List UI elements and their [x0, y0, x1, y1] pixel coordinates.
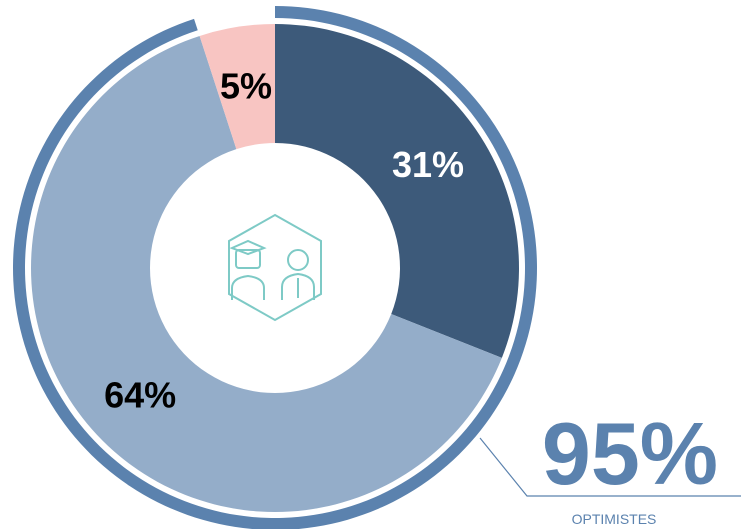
slice: [275, 24, 519, 358]
slice-label: 31%: [392, 144, 464, 185]
slice: [199, 24, 275, 150]
icon-body2: [281, 272, 315, 300]
hexagon: [228, 213, 322, 322]
slices: [13, 6, 537, 529]
slice-label: 64%: [104, 375, 176, 416]
icon-cap: [229, 239, 267, 256]
slice-label: 5%: [220, 65, 272, 106]
highlight-caption: OPTIMISTES: [572, 511, 657, 527]
icon-head2: [287, 249, 309, 271]
icon-body: [231, 274, 265, 300]
slice: [30, 35, 502, 513]
highlight-value: 95%: [542, 404, 718, 503]
center-icon: [228, 213, 322, 322]
callout-line: [479, 437, 741, 497]
icon-head: [235, 249, 261, 269]
